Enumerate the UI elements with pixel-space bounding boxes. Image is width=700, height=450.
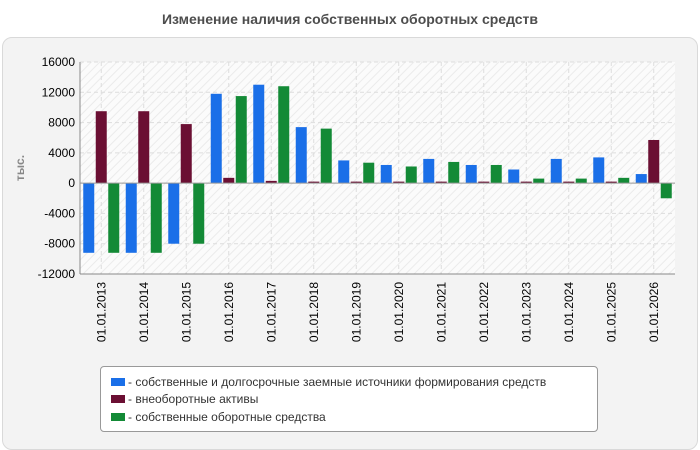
y-tick-label: 16000	[42, 55, 76, 69]
bar-series-1	[635, 174, 647, 184]
legend-label-sources: - собственные и долгосрочные заемные ист…	[128, 375, 547, 389]
bar-series-2	[605, 181, 617, 184]
y-tick-label: -4000	[44, 206, 75, 220]
y-tick-label: -8000	[44, 237, 75, 251]
legend-item-sources: - собственные и долгосрочные заемные ист…	[111, 374, 546, 390]
x-tick-label: 01.01.2018	[307, 282, 321, 342]
bar-series-3	[575, 178, 587, 184]
bar-series-3	[108, 183, 120, 253]
bar-series-3	[660, 183, 672, 199]
bar-series-2	[95, 111, 107, 184]
bar-series-1	[465, 164, 477, 184]
x-tick-label: 01.01.2015	[179, 282, 193, 342]
bar-series-2	[308, 181, 320, 184]
x-tick-label: 01.01.2013	[94, 282, 108, 342]
grid-lines	[80, 61, 675, 275]
bar-series-2	[520, 181, 532, 184]
bar-series-3	[363, 162, 375, 184]
bar-series-3	[618, 177, 630, 184]
x-tick-label: 01.01.2026	[647, 282, 661, 342]
bar-series-2	[180, 124, 192, 184]
bar-series-1	[593, 157, 605, 184]
bar-series-2	[648, 139, 660, 184]
legend-item-working-capital: - собственные оборотные средства	[111, 409, 326, 425]
bar-series-1	[125, 183, 137, 253]
x-tick-label: 01.01.2017	[264, 282, 278, 342]
axes: 16000 12000 8000 4000 0 -4000 -8000 -12000 01.01…	[38, 55, 675, 342]
x-tick-label: 01.01.2020	[392, 282, 406, 342]
bar-series-3	[533, 178, 545, 184]
bar-series-3	[448, 161, 460, 184]
x-tick-label: 01.01.2021	[434, 282, 448, 342]
bar-series-2	[435, 181, 447, 184]
y-tick-label: 4000	[48, 146, 75, 160]
bar-series-1	[550, 158, 562, 184]
x-tick-label: 01.01.2024	[562, 282, 576, 342]
legend-swatch-working-capital	[111, 412, 125, 421]
bar-series-2	[563, 181, 575, 184]
x-tick-label: 01.01.2016	[222, 282, 236, 342]
bar-series-3	[490, 164, 502, 184]
bar-series-1	[295, 127, 307, 184]
bar-series-3	[405, 166, 417, 184]
bar-series-2	[223, 177, 235, 184]
bar-series-1	[168, 183, 180, 244]
bar-series-2	[350, 181, 362, 184]
bar-series-2	[265, 180, 277, 184]
legend-label-noncurrent-assets: - внеоборотные активы	[128, 392, 259, 406]
x-tick-label: 01.01.2023	[519, 282, 533, 342]
y-tick-label: 8000	[48, 116, 75, 130]
x-tick-label: 01.01.2025	[604, 282, 618, 342]
x-tick-label: 01.01.2014	[137, 282, 151, 342]
bar-series-2	[478, 181, 490, 184]
x-tick-label: 01.01.2019	[349, 282, 363, 342]
y-tick-label: -12000	[38, 267, 76, 281]
bar-series-1	[253, 84, 265, 184]
legend-item-noncurrent-assets: - внеоборотные активы	[111, 391, 258, 407]
chart-title: Изменение наличия собственных оборотных …	[161, 11, 539, 27]
bar-series-1	[423, 158, 435, 184]
y-axis-label: тыс.	[13, 155, 27, 181]
bar-series-3	[320, 128, 332, 184]
bar-series-1	[380, 164, 392, 184]
bar-series-2	[138, 111, 150, 184]
y-tick-label: 12000	[42, 85, 76, 99]
bar-series-3	[193, 183, 205, 244]
bar-series-3	[235, 96, 247, 184]
x-tick-label: 01.01.2022	[477, 282, 491, 342]
legend-label-working-capital: - собственные оборотные средства	[128, 410, 326, 424]
y-tick-label: 0	[68, 176, 75, 190]
legend: - собственные и долгосрочные заемные ист…	[100, 366, 598, 432]
bar-series-1	[83, 183, 95, 253]
bar-series-3	[278, 86, 290, 184]
bar-series-1	[508, 169, 520, 184]
bar-series-1	[338, 160, 350, 184]
bar-series-1	[210, 93, 222, 184]
legend-swatch-sources	[111, 377, 125, 386]
bars	[83, 84, 672, 253]
bar-series-3	[150, 183, 162, 253]
bar-series-2	[393, 181, 405, 184]
legend-swatch-noncurrent-assets	[111, 394, 125, 403]
